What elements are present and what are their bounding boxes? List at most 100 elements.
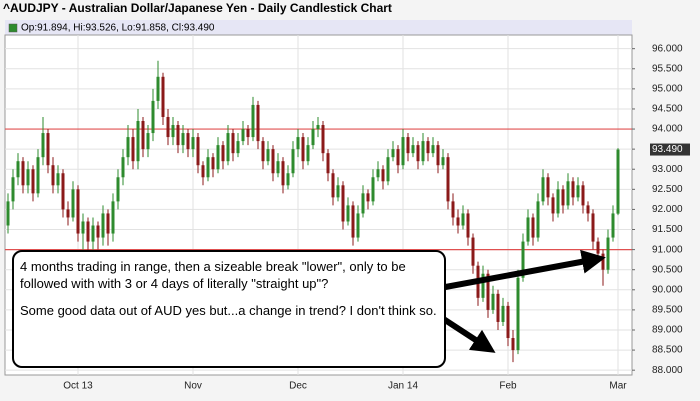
candle-body <box>71 189 75 218</box>
candle-body <box>121 157 125 178</box>
candle-body <box>176 125 180 146</box>
arrow <box>439 249 606 291</box>
candle-body <box>571 181 575 198</box>
candle-body <box>566 181 570 206</box>
candle-body <box>111 201 115 234</box>
candle-body <box>66 209 70 218</box>
candle-body <box>31 169 35 194</box>
candle-body <box>11 177 15 202</box>
candle-body <box>206 157 210 178</box>
candle-body <box>136 121 140 162</box>
y-tick-label: 94.500 <box>652 104 683 115</box>
candle-body <box>616 149 620 214</box>
candle-body <box>201 165 205 178</box>
candle-body <box>526 217 530 242</box>
candle-body <box>166 116 170 138</box>
candle-body <box>251 104 255 138</box>
candle-body <box>21 161 25 186</box>
candle-body <box>361 193 365 214</box>
candle-body <box>606 237 610 270</box>
candle-body <box>321 125 325 154</box>
annotation-box: 4 months trading in range, then a sizeab… <box>12 250 446 368</box>
candle-body <box>386 157 390 182</box>
candle-body <box>276 161 280 174</box>
candle-body <box>116 177 120 202</box>
x-tick-label: Oct 13 <box>63 381 93 392</box>
candle-body <box>296 137 300 150</box>
candle-body <box>576 185 580 198</box>
candle-body <box>601 253 605 270</box>
candle-body <box>6 201 10 226</box>
arrow <box>440 315 496 353</box>
candle-body <box>466 213 470 238</box>
candle-body <box>486 273 490 310</box>
annotation-text: Some good data out of AUD yes but...a ch… <box>20 303 437 318</box>
y-tick-label: 88.000 <box>652 365 683 376</box>
candle-body <box>191 137 195 150</box>
x-tick-label: Nov <box>184 381 202 392</box>
y-tick-label: 94.000 <box>652 124 683 135</box>
candle-body <box>516 277 520 351</box>
candle-body <box>316 125 320 130</box>
candle-body <box>231 133 235 154</box>
candle-body <box>426 141 430 154</box>
candle-body <box>51 165 55 186</box>
candle-body <box>141 121 145 150</box>
candle-body <box>151 100 155 134</box>
candle-body <box>56 173 60 186</box>
candle-body <box>226 133 230 162</box>
price-tag <box>650 143 690 156</box>
candle-body <box>596 241 600 254</box>
candle-body <box>396 149 400 166</box>
candle-body <box>561 189 565 206</box>
candle-body <box>506 305 510 339</box>
candle-body <box>161 76 165 117</box>
candle-body <box>381 169 385 182</box>
candle-body <box>501 305 505 322</box>
candle-body <box>331 173 335 198</box>
y-tick-label: 91.000 <box>652 244 683 255</box>
chart-title: ^AUDJPY - Australian Dollar/Japanese Yen… <box>3 1 392 15</box>
candle-body <box>541 177 545 202</box>
y-tick-label: 92.500 <box>652 184 683 195</box>
candle-body <box>106 213 110 234</box>
candle-body <box>291 149 295 174</box>
candle-body <box>171 125 175 138</box>
candle-body <box>421 141 425 162</box>
candle-body <box>146 133 150 150</box>
candle-body <box>411 145 415 154</box>
candle-body <box>266 149 270 162</box>
candle-body <box>326 153 330 174</box>
candle-body <box>551 197 555 214</box>
candle-body <box>256 104 260 142</box>
candle-body <box>216 145 220 170</box>
candle-body <box>96 225 100 238</box>
candle-body <box>156 76 160 101</box>
candle-body <box>376 169 380 178</box>
candle-body <box>401 137 405 166</box>
candle-body <box>311 129 315 146</box>
candle-body <box>341 185 345 222</box>
candle-body <box>286 173 290 186</box>
annotation-text: 4 months trading in range, then a sizeab… <box>20 259 406 291</box>
candle-body <box>306 145 310 162</box>
price-tag-label: 93.490 <box>652 144 683 155</box>
candle-body <box>186 133 190 150</box>
y-tick-label: 89.000 <box>652 325 683 336</box>
candle-body <box>41 133 45 158</box>
candle-body <box>36 157 40 194</box>
y-tick-label: 91.500 <box>652 224 683 235</box>
candle-body <box>126 137 130 158</box>
y-tick-label: 89.500 <box>652 305 683 316</box>
candle-body <box>16 161 20 178</box>
y-tick-label: 90.000 <box>652 284 683 295</box>
candle-body <box>431 145 435 154</box>
candle-body <box>591 213 595 242</box>
y-tick-label: 95.500 <box>652 63 683 74</box>
candle-body <box>211 157 215 170</box>
legend-swatch <box>8 23 18 33</box>
candle-body <box>346 205 350 222</box>
candle-body <box>511 338 515 351</box>
candle-body <box>586 205 590 214</box>
